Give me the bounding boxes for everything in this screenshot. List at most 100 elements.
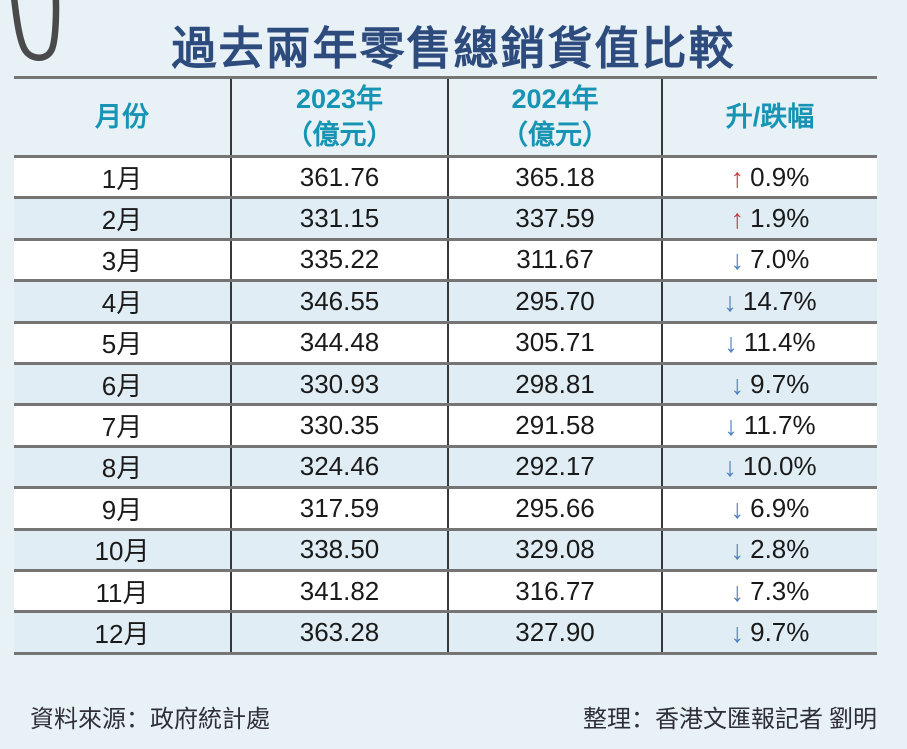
value-2024-cell: 305.71 (447, 322, 662, 364)
value-2023-cell: 363.28 (230, 611, 448, 654)
up-arrow-icon: ↑ (730, 204, 745, 235)
value-2023-cell: 324.46 (230, 446, 448, 488)
month-cell: 11月 (95, 577, 149, 608)
table-row: 9月 317.59 295.66 ↓ 6.9% (14, 487, 877, 530)
down-arrow-icon: ↓ (724, 411, 738, 442)
change-cell: ↑ 1.9% (661, 197, 877, 240)
table-header: 月份 2023年 （億元） 2024年 （億元） 升/跌幅 (14, 77, 877, 157)
footer: 資料來源：政府統計處 整理：香港文匯報記者 劉明 (30, 699, 877, 734)
change-value: 14.7% (742, 285, 817, 316)
header-2024: 2024年 （億元） (447, 77, 662, 157)
value-2024-cell: 327.90 (447, 611, 662, 654)
table-body: 1月 361.76 365.18 ↑ 0.9% 2月 331.15 337.59 ↑ 1.9% 3月… (14, 156, 877, 654)
table-row: 2月 331.15 337.59 ↑ 1.9% (14, 197, 877, 240)
header-2023: 2023年 （億元） (230, 77, 448, 157)
change-cell: ↓ 9.7% (661, 363, 877, 405)
change-value: 10.0% (742, 451, 817, 482)
value-2024-cell: 329.08 (447, 529, 662, 571)
paperclip-icon (11, 0, 60, 61)
retail-sales-table: 月份 2023年 （億元） 2024年 （億元） 升/跌幅 1月 361.76 36… (14, 76, 877, 655)
down-arrow-icon: ↓ (723, 452, 737, 483)
down-arrow-icon: ↓ (730, 493, 745, 524)
value-2024-cell: 295.66 (447, 487, 662, 530)
change-value: 9.7% (750, 616, 810, 647)
change-cell: ↓ 9.7% (661, 611, 877, 654)
table-row: 6月 330.93 298.81 ↓ 9.7% (14, 363, 877, 405)
change-value: 9.7% (750, 368, 810, 399)
value-2024-cell: 311.67 (447, 239, 662, 281)
change-value: 11.7% (743, 410, 816, 441)
header-2023-unit: （億元） (285, 120, 394, 150)
change-value: 11.4% (743, 327, 816, 358)
value-2024-cell: 298.81 (447, 363, 662, 405)
change-value: 0.9% (750, 161, 810, 192)
month-cell: 1月 (101, 163, 143, 194)
value-2024-cell: 295.70 (447, 280, 662, 323)
value-2023-cell: 331.15 (230, 197, 448, 240)
down-arrow-icon: ↓ (723, 286, 737, 317)
change-cell: ↓ 11.4% (661, 322, 877, 364)
comparison-table: 月份 2023年 （億元） 2024年 （億元） 升/跌幅 1月 361.76 36… (14, 76, 877, 655)
change-value: 6.9% (750, 492, 810, 523)
change-value: 1.9% (750, 203, 810, 234)
change-cell: ↓ 6.9% (661, 487, 877, 530)
month-cell: 6月 (101, 370, 143, 401)
value-2023-cell: 335.22 (230, 239, 448, 281)
down-arrow-icon: ↓ (724, 328, 738, 359)
table-row: 12月 363.28 327.90 ↓ 9.7% (14, 611, 877, 654)
table-row: 10月 338.50 329.08 ↓ 2.8% (14, 529, 877, 571)
table-row: 11月 341.82 316.77 ↓ 7.3% (14, 570, 877, 612)
credit-label: 整理：香港文匯報記者 劉明 (583, 707, 877, 733)
table-row: 3月 335.22 311.67 ↓ 7.0% (14, 239, 877, 281)
month-cell: 10月 (94, 536, 150, 567)
change-value: 7.3% (750, 575, 810, 606)
header-2024-unit: （億元） (501, 120, 609, 150)
down-arrow-icon: ↓ (730, 245, 745, 276)
header-2024-year: 2024年 (511, 83, 599, 114)
down-arrow-icon: ↓ (730, 617, 745, 648)
value-2024-cell: 291.58 (447, 404, 662, 447)
month-cell: 2月 (101, 205, 143, 236)
value-2023-cell: 361.76 (230, 156, 448, 198)
table-row: 8月 324.46 292.17 ↓ 10.0% (14, 446, 877, 488)
change-value: 7.0% (750, 244, 810, 275)
change-cell: ↓ 11.7% (661, 404, 877, 447)
value-2023-cell: 330.35 (230, 404, 448, 447)
down-arrow-icon: ↓ (730, 535, 745, 566)
month-cell: 4月 (101, 287, 143, 318)
header-2023-year: 2023年 (295, 83, 384, 114)
value-2024-cell: 292.17 (447, 446, 662, 488)
change-cell: ↑ 0.9% (661, 156, 877, 198)
header-month: 月份 (95, 101, 149, 132)
month-cell: 3月 (101, 246, 143, 277)
value-2023-cell: 344.48 (230, 322, 448, 364)
month-cell: 8月 (101, 453, 143, 484)
change-value: 2.8% (750, 534, 810, 565)
change-cell: ↓ 10.0% (661, 446, 877, 488)
table-row: 5月 344.48 305.71 ↓ 11.4% (14, 322, 877, 364)
value-2024-cell: 365.18 (447, 156, 662, 198)
down-arrow-icon: ↓ (730, 576, 745, 607)
header-row: 月份 2023年 （億元） 2024年 （億元） 升/跌幅 (14, 77, 877, 157)
up-arrow-icon: ↑ (730, 162, 745, 193)
value-2023-cell: 338.50 (230, 529, 448, 571)
change-cell: ↓ 7.3% (661, 570, 877, 612)
change-cell: ↓ 14.7% (661, 280, 877, 323)
change-cell: ↓ 2.8% (661, 529, 877, 571)
table-row: 4月 346.55 295.70 ↓ 14.7% (14, 280, 877, 323)
page-title: 過去兩年零售總銷貨值比較 (171, 23, 736, 74)
value-2023-cell: 341.82 (230, 570, 448, 612)
value-2023-cell: 346.55 (230, 280, 448, 323)
source-label: 資料來源：政府統計處 (30, 707, 270, 733)
value-2023-cell: 317.59 (230, 487, 448, 530)
month-cell: 9月 (101, 494, 143, 525)
table-row: 1月 361.76 365.18 ↑ 0.9% (14, 156, 877, 198)
value-2023-cell: 330.93 (230, 363, 448, 405)
month-cell: 7月 (101, 412, 143, 443)
table-row: 7月 330.35 291.58 ↓ 11.7% (14, 404, 877, 447)
change-cell: ↓ 7.0% (661, 239, 877, 281)
month-cell: 5月 (101, 329, 143, 360)
month-cell: 12月 (94, 618, 150, 649)
value-2024-cell: 337.59 (447, 197, 662, 240)
header-change: 升/跌幅 (661, 77, 877, 157)
